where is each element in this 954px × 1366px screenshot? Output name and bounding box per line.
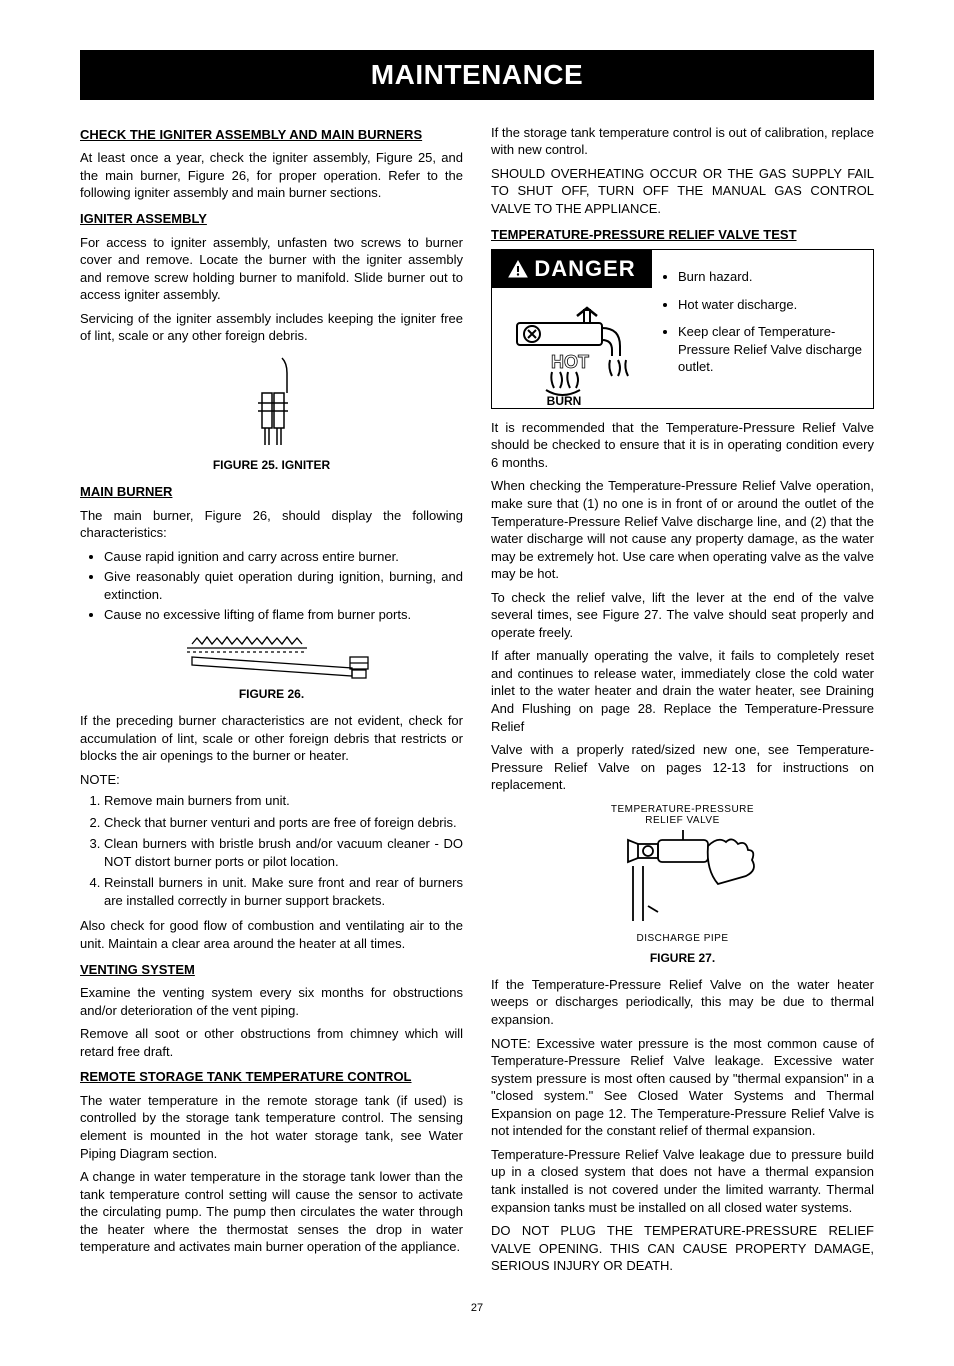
- list-item: Keep clear of Temperature-Pressure Relie…: [678, 323, 863, 376]
- list-item: Clean burners with bristle brush and/or …: [104, 835, 463, 870]
- burn-text: BURN: [547, 394, 582, 408]
- figure-25-caption: FIGURE 25. IGNITER: [80, 457, 463, 473]
- figure-25-igniter: [232, 353, 312, 453]
- hot-text: HOT: [551, 352, 589, 372]
- figure-27-caption: FIGURE 27.: [491, 950, 874, 966]
- para: Temperature-Pressure Relief Valve leakag…: [491, 1146, 874, 1216]
- danger-right-panel: Burn hazard. Hot water discharge. Keep c…: [652, 250, 873, 408]
- left-column: CHECK THE IGNITER ASSEMBLY AND MAIN BURN…: [80, 118, 463, 1281]
- para: A change in water temperature in the sto…: [80, 1168, 463, 1256]
- list-item: Burn hazard.: [678, 268, 863, 286]
- para: If the preceding burner characteristics …: [80, 712, 463, 765]
- figure-27-container: TEMPERATURE-PRESSURE RELIEF VALVE DISCHA…: [491, 804, 874, 946]
- list-item: Cause rapid ignition and carry across en…: [104, 548, 463, 566]
- heading-igniter-assembly: IGNITER ASSEMBLY: [80, 210, 463, 228]
- para: NOTE: Excessive water pressure is the mo…: [491, 1035, 874, 1140]
- para: Servicing of the igniter assembly includ…: [80, 310, 463, 345]
- para: If after manually operating the valve, i…: [491, 647, 874, 735]
- para: Remove all soot or other obstructions fr…: [80, 1025, 463, 1060]
- figure-27-valve: [598, 826, 768, 926]
- list-item: Hot water discharge.: [678, 296, 863, 314]
- para: DO NOT PLUG THE TEMPERATURE-PRESSURE REL…: [491, 1222, 874, 1275]
- page-banner: MAINTENANCE: [80, 50, 874, 100]
- list-item: Cause no excessive lifting of flame from…: [104, 606, 463, 624]
- figure-26-burner: [162, 632, 382, 682]
- para: When checking the Temperature-Pressure R…: [491, 477, 874, 582]
- danger-left-panel: DANGER HOT: [492, 250, 652, 408]
- figure-27-bottom-label: DISCHARGE PIPE: [491, 932, 874, 946]
- danger-header: DANGER: [492, 250, 652, 288]
- right-column: If the storage tank temperature control …: [491, 118, 874, 1281]
- para: If the storage tank temperature control …: [491, 124, 874, 159]
- list-item: Reinstall burners in unit. Make sure fro…: [104, 874, 463, 909]
- list-item: Remove main burners from unit.: [104, 792, 463, 810]
- burner-characteristics-list: Cause rapid ignition and carry across en…: [80, 548, 463, 624]
- list-item: Give reasonably quiet operation during i…: [104, 568, 463, 603]
- para: SHOULD OVERHEATING OCCUR OR THE GAS SUPP…: [491, 165, 874, 218]
- hot-faucet-icon: HOT BURN: [502, 288, 642, 408]
- heading-remote-storage: REMOTE STORAGE TANK TEMPERATURE CONTROL: [80, 1068, 463, 1086]
- para: Examine the venting system every six mon…: [80, 984, 463, 1019]
- figure-27-top-label: TEMPERATURE-PRESSURE RELIEF VALVE: [608, 804, 758, 826]
- danger-bullets: Burn hazard. Hot water discharge. Keep c…: [662, 268, 863, 376]
- list-item: Check that burner venturi and ports are …: [104, 814, 463, 832]
- para: At least once a year, check the igniter …: [80, 149, 463, 202]
- para: The main burner, Figure 26, should displ…: [80, 507, 463, 542]
- note-label: NOTE:: [80, 771, 463, 789]
- heading-check-igniter: CHECK THE IGNITER ASSEMBLY AND MAIN BURN…: [80, 126, 463, 144]
- para: To check the relief valve, lift the leve…: [491, 589, 874, 642]
- para: If the Temperature-Pressure Relief Valve…: [491, 976, 874, 1029]
- warning-triangle-icon: [508, 260, 528, 278]
- burner-steps-list: Remove main burners from unit. Check tha…: [80, 792, 463, 909]
- para: Valve with a properly rated/sized new on…: [491, 741, 874, 794]
- para: It is recommended that the Temperature-P…: [491, 419, 874, 472]
- figure-26-caption: FIGURE 26.: [80, 686, 463, 702]
- heading-venting-system: VENTING SYSTEM: [80, 961, 463, 979]
- heading-tp-relief-test: TEMPERATURE-PRESSURE RELIEF VALVE TEST: [491, 226, 874, 244]
- page-number: 27: [80, 1301, 874, 1316]
- para: The water temperature in the remote stor…: [80, 1092, 463, 1162]
- danger-box: DANGER HOT: [491, 249, 874, 409]
- para: Also check for good flow of combustion a…: [80, 917, 463, 952]
- content-columns: CHECK THE IGNITER ASSEMBLY AND MAIN BURN…: [80, 118, 874, 1281]
- heading-main-burner: MAIN BURNER: [80, 483, 463, 501]
- danger-label: DANGER: [534, 254, 635, 284]
- para: For access to igniter assembly, unfasten…: [80, 234, 463, 304]
